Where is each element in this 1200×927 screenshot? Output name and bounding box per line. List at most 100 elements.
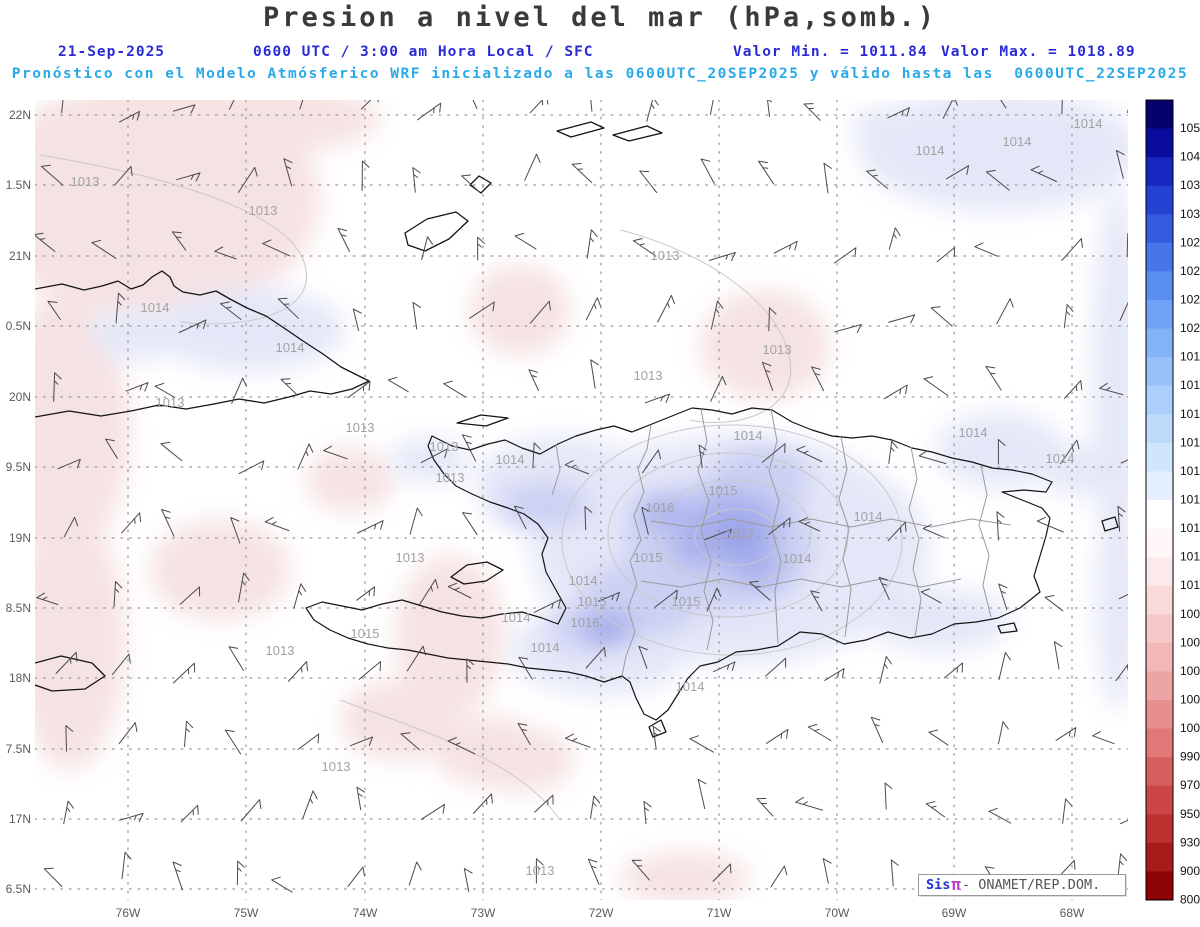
wind-barb bbox=[1061, 100, 1063, 115]
wind-barb bbox=[639, 170, 658, 194]
header-meta-line: 21-Sep-2025 0600 UTC / 3:00 am Hora Loca… bbox=[0, 44, 1200, 62]
wind-barb bbox=[387, 376, 409, 393]
shading-blob bbox=[715, 521, 759, 553]
department-border bbox=[551, 443, 561, 496]
colorbar-cell bbox=[1146, 128, 1173, 158]
wind-barb bbox=[228, 646, 244, 671]
wind-barb bbox=[761, 443, 786, 463]
wind-barb bbox=[768, 517, 791, 535]
colorbar-label: 1000 bbox=[1180, 721, 1200, 735]
lat-tick-label: 7.5N bbox=[6, 742, 31, 756]
shading-blob bbox=[1096, 490, 1128, 710]
wind-barb bbox=[1115, 150, 1125, 179]
wind-barb bbox=[1000, 100, 1007, 109]
wind-barb bbox=[105, 438, 118, 459]
contour-label: 1013 bbox=[763, 342, 792, 357]
wind-barb bbox=[297, 733, 320, 750]
wind-barb bbox=[988, 807, 1012, 824]
colorbar-label: 900 bbox=[1180, 864, 1200, 878]
wind-barb bbox=[922, 524, 946, 539]
wind-barb bbox=[61, 100, 64, 114]
colorbar-label: 1015 bbox=[1180, 464, 1200, 478]
wind-barb bbox=[43, 867, 63, 887]
colorbar-cell bbox=[1146, 100, 1173, 129]
colorbar-cell bbox=[1146, 471, 1173, 501]
wind-barb bbox=[878, 576, 890, 601]
wind-barb bbox=[585, 646, 606, 669]
colorbar-cell bbox=[1146, 528, 1173, 558]
wind-barb bbox=[1115, 663, 1128, 682]
wind-barb bbox=[535, 858, 544, 884]
wind-barb bbox=[297, 443, 314, 470]
wind-barb bbox=[121, 851, 132, 880]
wind-barb bbox=[652, 725, 661, 750]
colorbar-label: 950 bbox=[1180, 807, 1200, 821]
wind-barb bbox=[57, 458, 81, 470]
wind-barb bbox=[796, 445, 823, 462]
contour-label: 1016 bbox=[646, 500, 675, 515]
wind-barb-field bbox=[35, 100, 1128, 893]
wind-barb bbox=[565, 733, 591, 748]
model-info-line: Pronóstico con el Modelo Atmósferico WRF… bbox=[11, 66, 1189, 82]
forecast-time: 0600 UTC / 3:00 am Hora Local / SFC bbox=[253, 44, 594, 60]
shading-blob bbox=[850, 105, 950, 155]
wind-barb bbox=[412, 167, 421, 193]
wind-barb bbox=[421, 236, 433, 260]
contour-label: 1014 bbox=[1046, 451, 1075, 466]
wind-barb bbox=[224, 729, 242, 755]
wind-barb bbox=[118, 812, 144, 822]
colorbar-label: 1020 bbox=[1180, 321, 1200, 335]
wind-barb bbox=[517, 723, 531, 746]
wind-barb bbox=[1030, 165, 1058, 182]
colorbar-label: 1035 bbox=[1180, 178, 1200, 192]
wind-barb bbox=[400, 732, 420, 751]
wind-barb bbox=[352, 308, 362, 332]
wind-barb bbox=[765, 728, 789, 744]
colorbar-label: 1008 bbox=[1180, 607, 1200, 621]
wind-barb bbox=[866, 169, 888, 189]
small-cay-island bbox=[469, 175, 492, 194]
colorbar-label: 1028 bbox=[1180, 235, 1200, 249]
colorbar-cell bbox=[1146, 185, 1173, 215]
wind-barb bbox=[713, 661, 736, 673]
wind-barb bbox=[712, 863, 732, 882]
lon-tick-label: 69W bbox=[942, 906, 967, 920]
wind-barb bbox=[406, 645, 426, 672]
wind-barb bbox=[761, 361, 774, 391]
wind-barb bbox=[1063, 304, 1074, 329]
wind-barb bbox=[230, 517, 241, 544]
isobar-1017 bbox=[694, 508, 780, 566]
lon-tick-label: 71W bbox=[707, 906, 732, 920]
wind-barb bbox=[160, 441, 183, 462]
colorbar-label: 1010 bbox=[1180, 578, 1200, 592]
wind-barb bbox=[1044, 595, 1064, 612]
contour-label: 1013 bbox=[156, 395, 185, 410]
colorbar-label: 1050 bbox=[1180, 121, 1200, 135]
wind-barb bbox=[888, 227, 901, 250]
colorbar-cell bbox=[1146, 557, 1173, 587]
colorbar-cell bbox=[1146, 871, 1173, 901]
wind-barb bbox=[641, 506, 651, 535]
wind-barb bbox=[767, 100, 772, 117]
wind-barb bbox=[357, 520, 384, 534]
lat-tick-label: 20N bbox=[9, 390, 31, 404]
jamaica-east-tip bbox=[35, 655, 106, 692]
wind-barb bbox=[518, 656, 533, 680]
wind-barb bbox=[466, 658, 475, 683]
coastlines bbox=[35, 121, 1119, 738]
wind-barb bbox=[706, 587, 722, 612]
wind-barb bbox=[514, 232, 537, 250]
wind-barb bbox=[238, 572, 250, 603]
colorbar-cell bbox=[1146, 242, 1173, 272]
contour-label: 1015 bbox=[709, 483, 738, 498]
shading-blob bbox=[935, 412, 1065, 488]
wind-barb bbox=[114, 166, 133, 186]
wind-barb bbox=[1059, 439, 1080, 465]
colorbar-label: 1004 bbox=[1180, 664, 1200, 678]
colorbar-cell bbox=[1146, 642, 1173, 672]
beata-island bbox=[648, 719, 667, 738]
wind-barb bbox=[998, 583, 1008, 611]
wind-barb bbox=[590, 100, 593, 112]
colorbar-label: 800 bbox=[1180, 893, 1200, 907]
